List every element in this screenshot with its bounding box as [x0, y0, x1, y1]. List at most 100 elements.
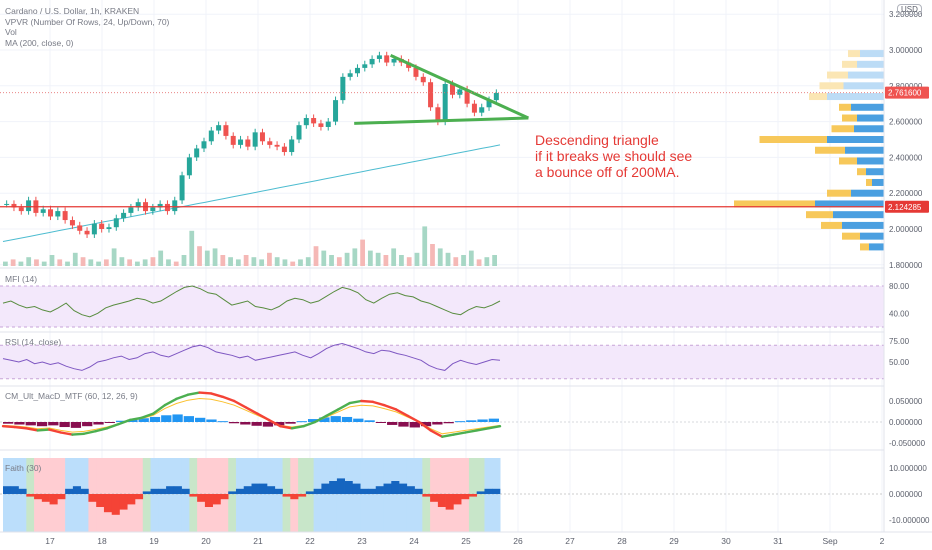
time-tick: 2	[880, 536, 885, 546]
faith-bar	[41, 494, 50, 502]
rsi-tick: 75.00	[889, 337, 910, 346]
candle-body	[164, 203, 170, 212]
time-tick: 24	[409, 536, 419, 546]
candle-body	[194, 148, 200, 158]
macd-hist-bar	[161, 415, 172, 422]
pane-backgrounds	[0, 267, 884, 533]
indicator-vol[interactable]: Vol	[5, 27, 17, 37]
macd-line-segment	[279, 425, 294, 430]
time-tick: 19	[149, 536, 159, 546]
volume-bar	[383, 255, 389, 266]
volume-bar	[336, 257, 342, 266]
indicator-ma[interactable]: MA (200, close, 0)	[5, 37, 74, 48]
faith-band	[344, 458, 353, 532]
faith-bar	[142, 491, 151, 494]
faith-bar	[49, 494, 58, 505]
candle-body	[48, 209, 54, 217]
volume-bar	[290, 261, 296, 266]
faith-bar	[235, 488, 245, 494]
triangle-lower-line	[354, 116, 529, 125]
faith-band	[150, 458, 159, 532]
vpvr-up-bar	[857, 168, 866, 176]
ma200-line	[2, 144, 501, 242]
candle-body	[442, 84, 448, 122]
faith-band	[305, 458, 315, 532]
vpvr-down-bar	[842, 221, 884, 229]
vpvr-down-bar	[857, 114, 884, 122]
candle-body	[457, 89, 463, 95]
indicator-vpvr[interactable]: VPVR (Number Of Rows, 24, Up/Down, 70)	[5, 16, 170, 27]
faith-bar	[158, 488, 167, 494]
candle-body	[99, 223, 105, 229]
time-tick: 21	[253, 536, 263, 546]
candle-body	[201, 141, 207, 149]
volume-bar	[251, 257, 257, 266]
macd-hist-bar	[454, 421, 466, 423]
faith-band	[142, 458, 152, 532]
volume-bar	[127, 259, 133, 266]
faith-band	[336, 458, 346, 532]
faith-bar	[476, 491, 485, 494]
faith-band	[173, 458, 183, 532]
descending-triangle	[354, 54, 530, 125]
macd-hist-bar	[364, 420, 375, 422]
vpvr-down-bar	[827, 93, 884, 101]
candle-body	[311, 118, 317, 124]
symbol-title[interactable]: Cardano / U.S. Dollar, 1h, KRAKEN	[5, 6, 140, 16]
faith-bar	[189, 494, 198, 497]
macd-tick: 0.050000	[889, 397, 923, 406]
annotation-line-1: Descending triangle	[535, 132, 659, 148]
faith-bar	[135, 494, 144, 500]
mfi-line	[2, 285, 501, 318]
macd-hist-bar	[25, 422, 36, 426]
vpvr-down-bar	[833, 211, 884, 219]
macd-hist-bar	[70, 422, 82, 428]
volume-bar	[72, 252, 78, 266]
volume-bar	[437, 248, 443, 266]
candle-body	[26, 200, 32, 212]
macd-line-segment	[464, 429, 479, 434]
vpvr-down-bar	[843, 82, 884, 90]
candle-body	[435, 107, 441, 122]
macd-line-segment	[105, 422, 120, 430]
faith-bar	[313, 488, 322, 494]
faith-band	[80, 458, 89, 532]
volume-bar	[282, 259, 288, 266]
volume-bar	[391, 248, 397, 266]
macd-hist-bar	[330, 416, 341, 422]
price-tick: 2.800000	[889, 82, 923, 91]
rsi-title[interactable]: RSI (14, close)	[5, 337, 62, 347]
faith-band	[360, 458, 369, 532]
vpvr-down-bar	[851, 103, 884, 111]
macd-line-segment	[36, 428, 51, 432]
faith-bar	[65, 488, 74, 494]
vpvr-up-bar	[827, 189, 851, 197]
macd-hist-bar	[195, 417, 206, 422]
macd-line-segment	[186, 391, 201, 396]
macd-title[interactable]: CM_Ult_MacD_MTF (60, 12, 26, 9)	[5, 391, 138, 401]
macd-hist-bar	[138, 418, 149, 422]
vpvr-down-bar	[851, 189, 884, 197]
candle-body	[62, 211, 68, 221]
candle-body	[347, 73, 353, 77]
candle-body	[128, 207, 134, 213]
vpvr-down-bar	[815, 200, 884, 208]
macd-line-segment	[360, 399, 375, 404]
candle-body	[449, 84, 455, 95]
faith-bar	[3, 486, 12, 494]
vpvr-down-bar	[860, 232, 884, 240]
faith-bar	[492, 488, 501, 494]
volume-bar	[80, 257, 86, 266]
currency-badge[interactable]: USD	[897, 4, 922, 15]
mfi-title[interactable]: MFI (14)	[5, 274, 38, 284]
macd-hist-bar	[296, 421, 307, 423]
vpvr-up-bar	[815, 146, 845, 154]
macd-line-segment	[406, 414, 421, 424]
time-tick: 29	[669, 536, 679, 546]
candle-body	[413, 67, 419, 77]
macd-line-segment	[13, 425, 28, 430]
price-tick: 2.400000	[889, 153, 923, 162]
chart-legend: Cardano / U.S. Dollar, 1h, KRAKEN VPVR (…	[5, 6, 169, 48]
faith-title[interactable]: Faith (30)	[5, 463, 42, 473]
